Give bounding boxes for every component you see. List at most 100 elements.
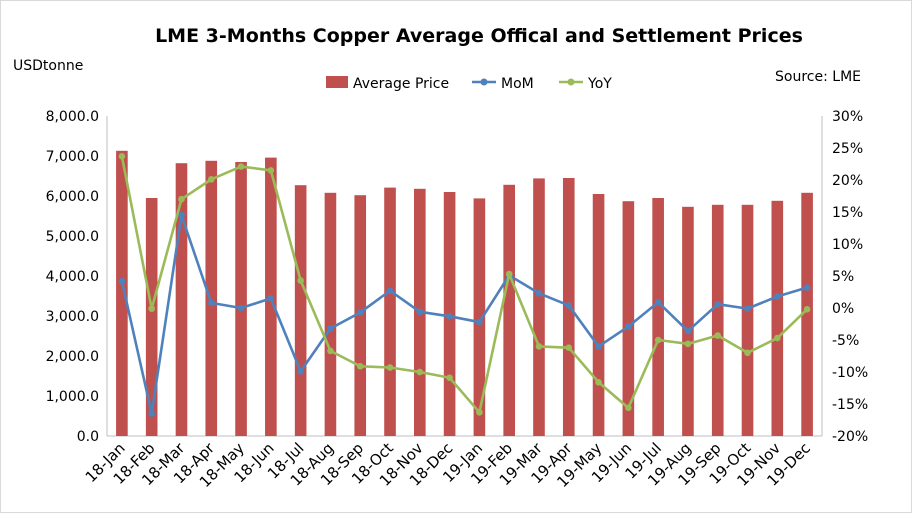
bar-average-price — [503, 184, 515, 436]
bar-average-price — [592, 194, 605, 436]
bar-average-price — [652, 198, 664, 436]
point-mom — [654, 298, 662, 306]
series-line-yoy — [120, 156, 809, 414]
point-yoy — [148, 305, 155, 312]
point-mom — [625, 323, 632, 330]
point-yoy — [386, 364, 394, 371]
point-mom — [386, 287, 394, 295]
y-right-tick-label: 25% — [832, 141, 863, 157]
point-yoy — [654, 336, 662, 344]
y-axis-label: USDtonne — [13, 58, 83, 74]
point-mom — [267, 295, 275, 302]
bar-average-price — [533, 178, 545, 436]
y-left-tick-label: 3,000.0 — [46, 309, 99, 325]
point-yoy — [297, 277, 304, 284]
legend-marker-yoy — [567, 78, 575, 86]
y-left-tick-label: 2,000.0 — [46, 349, 99, 365]
point-mom — [148, 410, 155, 417]
bar-average-price — [682, 206, 694, 436]
point-yoy — [476, 409, 483, 416]
y-left-tick-label: 6,000.0 — [46, 189, 99, 205]
legend-label-mom: MoM — [501, 76, 534, 92]
y-right-tick-label: 30% — [832, 109, 863, 125]
legend: Average Price MoM YoY — [326, 76, 612, 92]
y-left-tick-label: 7,000.0 — [46, 149, 99, 165]
bar-average-price — [324, 192, 337, 436]
bar-average-price — [741, 204, 754, 436]
plot-area: 0.0 1,000.0 2,000.0 3,000.0 4,000.0 5,000.0 6,… — [46, 109, 869, 491]
point-mom — [207, 299, 215, 307]
y-right-tick-label: 0% — [832, 301, 854, 317]
point-mom — [118, 277, 126, 285]
legend-swatch-average-price — [326, 76, 348, 88]
point-yoy — [118, 153, 126, 160]
legend-marker-mom — [480, 78, 488, 86]
point-mom — [565, 302, 573, 309]
y-left-tick-label: 8,000.0 — [46, 109, 99, 125]
legend-label-average-price: Average Price — [353, 76, 449, 92]
point-mom — [714, 300, 722, 308]
point-yoy — [207, 176, 215, 183]
point-yoy — [416, 368, 424, 376]
point-yoy — [356, 362, 364, 370]
point-yoy — [327, 347, 334, 355]
point-yoy — [178, 195, 185, 203]
point-mom — [803, 284, 811, 291]
point-yoy — [595, 378, 602, 386]
y-right-tick-label: 15% — [832, 205, 863, 221]
point-yoy — [267, 167, 275, 174]
point-mom — [535, 289, 543, 297]
point-yoy — [684, 340, 692, 348]
point-mom — [356, 309, 364, 316]
point-yoy — [565, 344, 573, 351]
y-left-tick-label: 5,000.0 — [46, 229, 99, 245]
y-left-tick-label: 1,000.0 — [46, 389, 99, 405]
point-mom — [744, 305, 751, 312]
y-right-tick-label: -5% — [832, 333, 859, 349]
point-yoy — [803, 305, 811, 313]
point-yoy — [625, 404, 632, 412]
legend-label-yoy: YoY — [587, 76, 612, 92]
bar-average-price — [294, 185, 307, 436]
bar-average-price — [116, 150, 128, 437]
bar-average-price — [235, 162, 247, 436]
point-yoy — [714, 332, 722, 339]
chart-title: LME 3-Months Copper Average Offical and … — [155, 25, 803, 47]
point-mom — [178, 211, 185, 219]
point-mom — [327, 325, 334, 332]
y-left-tick-label: 4,000.0 — [46, 269, 99, 285]
point-mom — [774, 293, 781, 300]
point-mom — [595, 343, 602, 350]
point-yoy — [744, 349, 751, 357]
y-right-tick-label: 10% — [832, 237, 863, 253]
point-mom — [476, 318, 483, 326]
bar-average-price — [801, 192, 813, 436]
point-mom — [684, 327, 692, 335]
point-mom — [297, 368, 304, 375]
bar-average-price — [145, 198, 158, 436]
source-note: Source: LME — [775, 69, 861, 85]
point-mom — [237, 304, 245, 312]
bar-average-price — [711, 204, 724, 436]
bar-average-price — [771, 200, 784, 436]
point-yoy — [237, 163, 245, 170]
y-right-tick-label: -20% — [832, 429, 868, 445]
bar-average-price — [205, 160, 218, 437]
point-yoy — [535, 343, 543, 350]
point-yoy — [774, 334, 781, 342]
y-right-tick-label: -15% — [832, 397, 868, 413]
bar-average-price — [384, 187, 396, 436]
y-right-tick-label: 20% — [832, 173, 863, 189]
y-right-tick-label: 5% — [832, 269, 854, 285]
bar-average-price — [175, 163, 188, 436]
point-mom — [416, 308, 424, 316]
y-right-tick-label: -10% — [832, 365, 868, 381]
bar-average-price — [622, 201, 635, 436]
point-yoy — [446, 374, 453, 382]
bar-average-price — [473, 198, 486, 436]
series-line-mom — [120, 213, 808, 415]
point-yoy — [505, 270, 513, 278]
y-left-tick-label: 0.0 — [77, 429, 99, 445]
